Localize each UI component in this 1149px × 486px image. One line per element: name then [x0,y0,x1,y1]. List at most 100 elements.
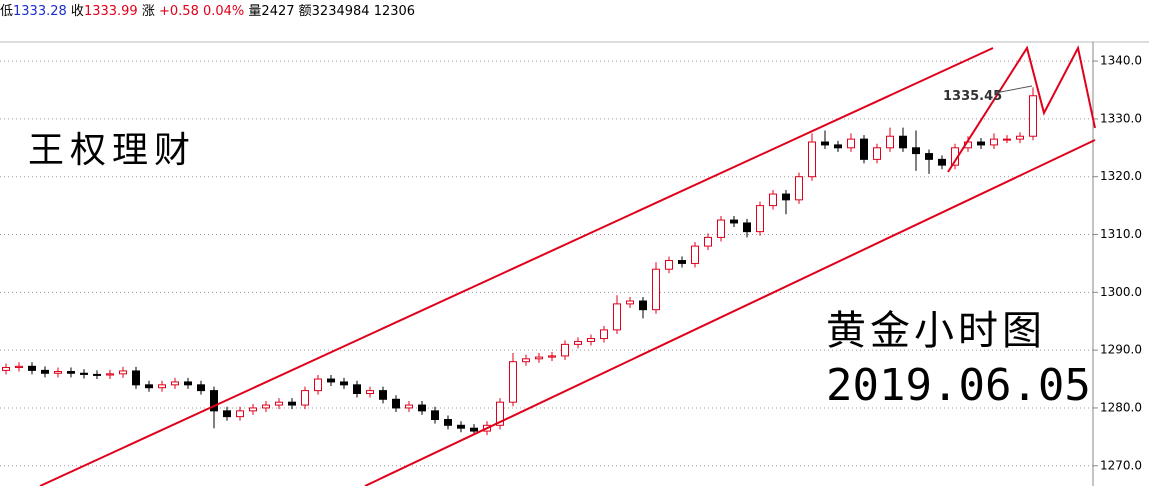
low-value: 1333.28 [13,4,67,19]
candle-body [587,338,595,342]
candle-body [795,176,803,201]
candle-body [275,401,283,406]
candle-body [860,138,868,160]
price-pointer [994,85,1033,94]
candle-body [54,371,62,374]
candle-body [821,141,829,146]
price-label: 1335.45 [943,89,1002,104]
candle-body [847,138,855,149]
amount: 额3234984 [298,4,370,19]
candle-body [119,370,127,375]
y-tick-label: 1280.0 [1100,400,1142,414]
y-tick-label: 1290.0 [1100,343,1142,357]
candle-body [665,260,673,270]
candle-body [457,424,465,429]
y-tick-label: 1320.0 [1100,169,1142,183]
channel-lower [364,139,1096,486]
low-label: 低 [0,4,14,19]
candle-body [756,205,764,233]
candle-body [15,365,23,368]
candle-body [522,358,530,363]
candle-body [301,390,309,406]
y-tick-label: 1340.0 [1100,54,1142,68]
candle-body [1003,138,1011,141]
close-label: 收 [70,4,84,19]
drawings [39,45,1096,486]
candle-body [886,135,894,149]
candle-body [730,219,738,224]
plot: 1270.0 1280.0 1290.0 1300.0 1310.0 1320.0 1330… [0,54,1142,472]
candle-body [990,138,998,146]
candle-body [691,245,699,264]
candle-body [288,401,296,406]
candle-body [899,135,907,149]
candle-body [80,372,88,375]
candle-body [340,381,348,386]
candle-body [158,384,166,389]
candle-body [223,410,231,418]
candle-body [431,410,439,421]
extra: 12306 [373,4,416,19]
candle-body [925,153,933,160]
candle-body [769,193,777,207]
volume: 量2427 [248,4,295,19]
candle-body [2,366,10,371]
y-tick-label: 1300.0 [1100,285,1142,299]
y-tick-label: 1310.0 [1100,227,1142,241]
candle-body [444,419,452,426]
candle-body [41,369,49,374]
candle-body [1029,95,1037,137]
candle-body [548,355,556,358]
candle-body [1016,135,1024,140]
zigzag [947,45,1096,173]
y-tick-label: 1330.0 [1100,111,1142,125]
candle-body [782,193,790,201]
caption: 黄金小时图 [826,308,1046,354]
candle-body [106,373,114,376]
candle-body [132,370,140,386]
candle-body [496,401,504,426]
candle-body [743,222,751,233]
candle-body [28,365,36,371]
change-value: +0.58 0.04% [159,4,245,19]
candle-body [327,378,335,383]
candle-body [197,384,205,392]
candle-body [67,371,75,374]
close-value: 1333.99 [83,4,138,19]
y-tick-label: 1270.0 [1100,458,1142,472]
candle-body [652,268,660,311]
candle-body [912,147,920,155]
candle-body [678,260,686,264]
candle-body [704,236,712,247]
candle-body [717,219,725,238]
candle-body [353,384,361,394]
date: 2019.06.05 [826,360,1091,411]
candle-body [873,147,881,160]
candle-body [600,329,608,340]
candle-body [977,141,985,146]
candle-body [535,356,543,360]
candle-body [379,390,387,400]
candle-body [418,404,426,412]
candle-body [210,390,218,412]
candle-body [262,404,270,409]
candle-body [938,158,946,166]
candle-body [613,303,621,331]
candle-body [392,398,400,409]
candle-body [93,373,101,376]
candle-body [249,407,257,412]
candle-body [808,141,816,178]
candle-body [834,144,842,149]
channel-upper [39,47,994,486]
candle-body [314,378,322,392]
brand: 王权理财 [28,130,196,171]
candle-body [145,384,153,389]
candle-body [184,381,192,386]
candle-body [509,361,517,403]
candle-body [236,410,244,418]
candle-body [470,427,478,432]
candle-body [171,381,179,386]
change-label: 涨 [141,4,155,19]
